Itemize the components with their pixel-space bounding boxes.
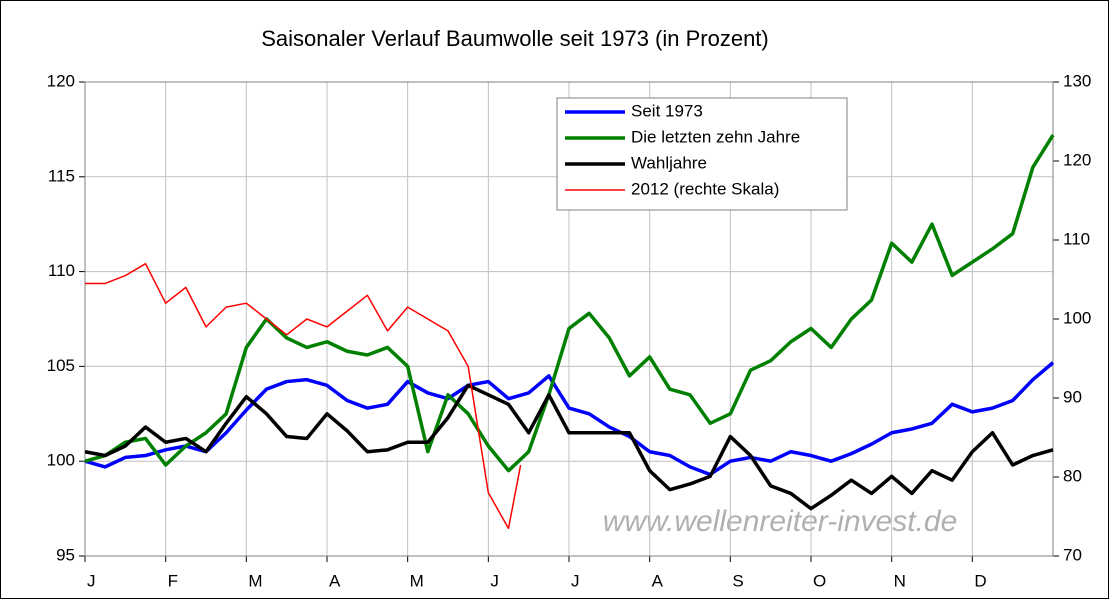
y2-tick-label: 130 <box>1063 71 1091 90</box>
y2-tick-label: 110 <box>1063 229 1090 248</box>
y-tick-label: 120 <box>47 71 75 90</box>
y2-tick-label: 70 <box>1063 545 1082 564</box>
x-tick-label: A <box>652 571 664 590</box>
y-tick-label: 110 <box>48 261 75 280</box>
y-tick-label: 100 <box>47 451 75 470</box>
y2-tick-label: 80 <box>1063 466 1082 485</box>
series-line <box>84 361 1055 477</box>
watermark: www.wellenreiter-invest.de <box>603 505 958 538</box>
y2-tick-label: 100 <box>1063 308 1091 327</box>
x-tick-label: J <box>87 571 96 590</box>
series-line <box>84 134 1055 473</box>
x-tick-label: D <box>974 571 986 590</box>
x-tick-label: N <box>894 571 906 590</box>
x-tick-label: F <box>168 571 178 590</box>
x-tick-label: M <box>410 571 424 590</box>
x-tick-label: O <box>813 571 826 590</box>
x-tick-label: J <box>490 571 499 590</box>
y-tick-label: 105 <box>47 356 75 375</box>
legend-label: Die letzten zehn Jahre <box>631 127 800 146</box>
y-tick-label: 95 <box>56 545 75 564</box>
chart-title: Saisonaler Verlauf Baumwolle seit 1973 (… <box>261 26 769 51</box>
x-tick-label: A <box>329 571 341 590</box>
legend-label: Wahljahre <box>631 153 707 172</box>
x-tick-label: J <box>571 571 580 590</box>
plot-area <box>84 81 1054 557</box>
legend-label: 2012 (rechte Skala) <box>631 179 779 198</box>
y2-tick-label: 90 <box>1063 387 1082 406</box>
y-tick-label: 115 <box>48 166 75 185</box>
x-tick-label: M <box>248 571 262 590</box>
series-line <box>84 383 1054 511</box>
x-tick-label: S <box>732 571 743 590</box>
legend-box <box>556 97 848 211</box>
legend-label: Seit 1973 <box>631 101 703 120</box>
series-line <box>85 262 522 530</box>
y2-tick-label: 120 <box>1063 150 1091 169</box>
